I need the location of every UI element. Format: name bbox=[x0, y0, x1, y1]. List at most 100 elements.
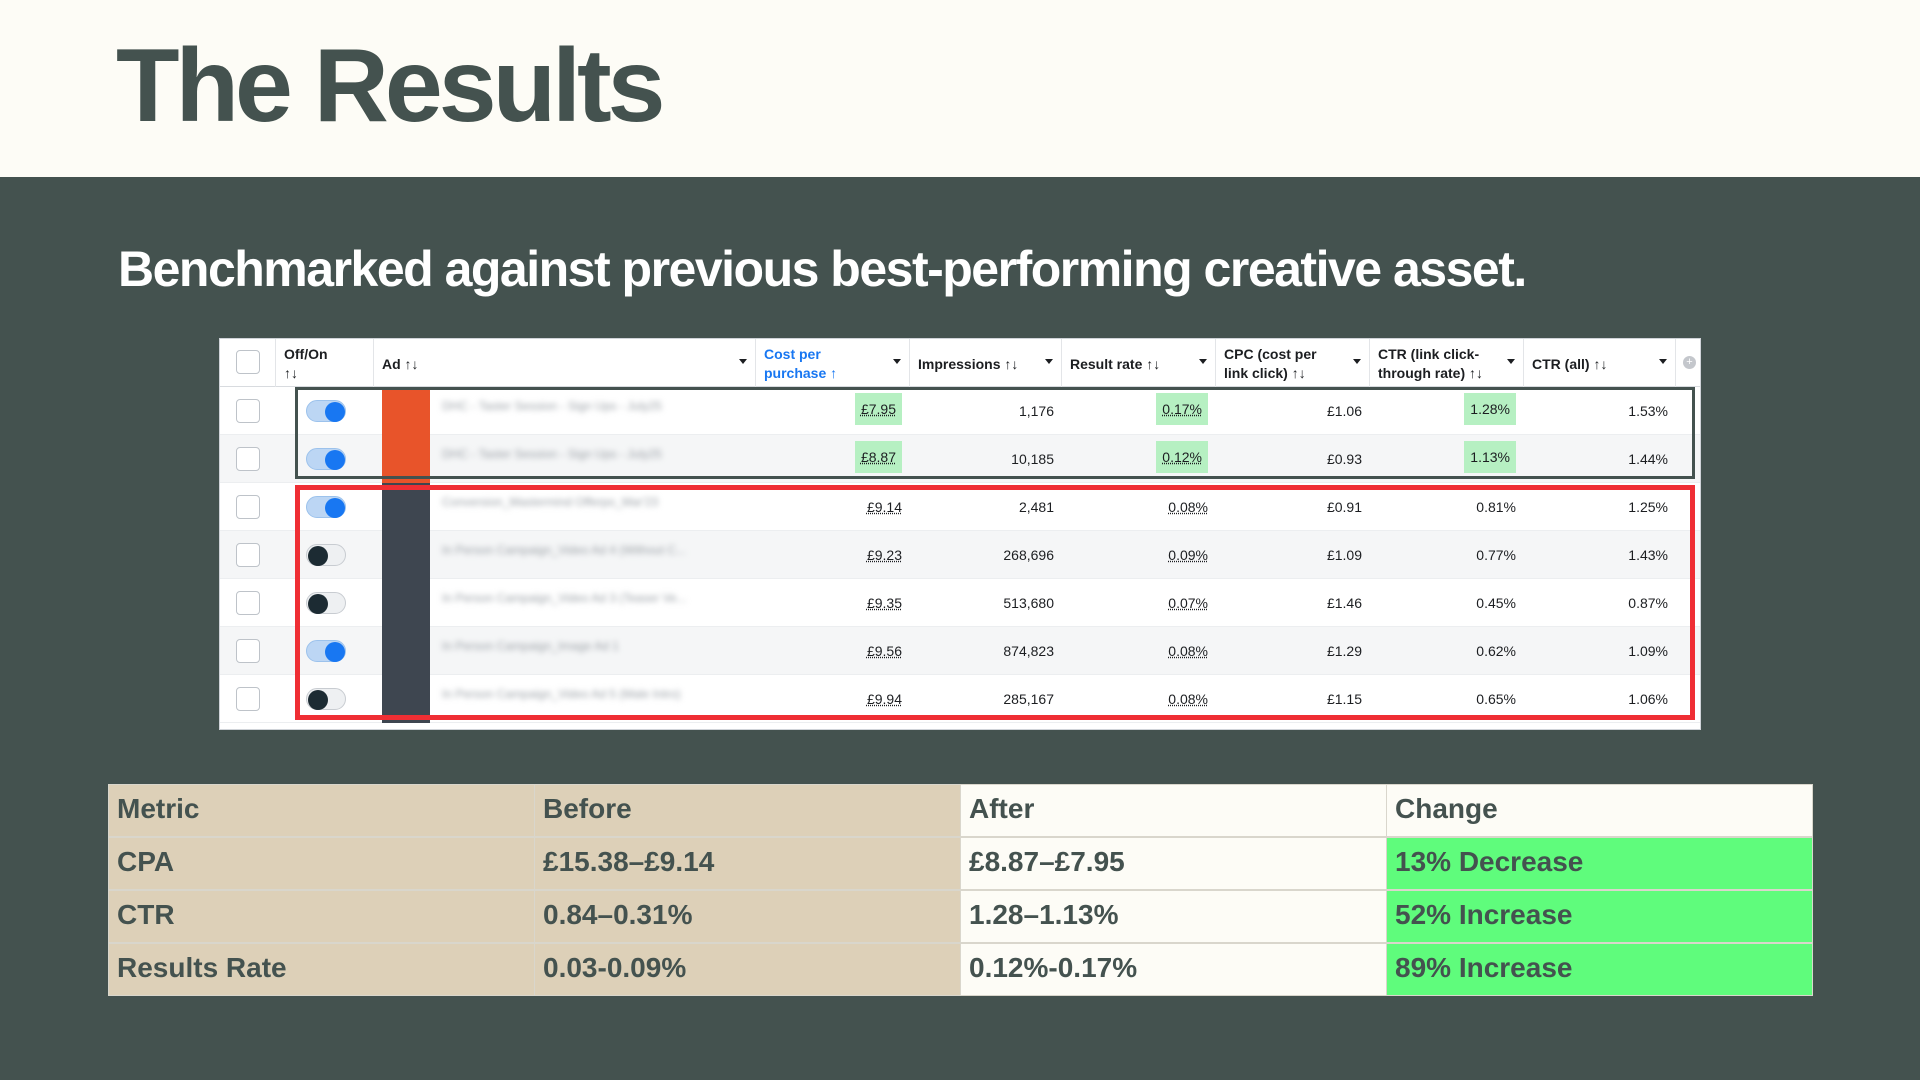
ad-name[interactable]: Conversion_Mastermind Offerpo_Mar'23 bbox=[442, 495, 659, 509]
caret-down-icon[interactable] bbox=[893, 359, 901, 364]
ad-thumbnail[interactable] bbox=[382, 531, 430, 579]
toggle-knob bbox=[325, 642, 345, 662]
ad-thumbnail[interactable] bbox=[382, 579, 430, 627]
cell-cpc: £1.46 bbox=[1326, 595, 1362, 611]
cell-cost-per-purchase[interactable]: £8.87 bbox=[854, 441, 902, 473]
header-off-on-line1: Off/On bbox=[284, 346, 328, 362]
header-impressions[interactable]: Impressions ↑↓ bbox=[910, 339, 1062, 387]
header-ad[interactable]: Ad ↑↓ bbox=[374, 339, 756, 387]
page-title: The Results bbox=[116, 28, 665, 144]
header-ctr-all[interactable]: CTR (all) ↑↓ bbox=[1524, 339, 1676, 387]
ad-row[interactable]: DHC - Taster Session - Sign Ups - July25… bbox=[220, 387, 1700, 435]
ad-name[interactable]: In Person Campaign_Video Ad 5 (Male Intr… bbox=[442, 687, 681, 701]
ad-name[interactable]: DHC - Taster Session - Sign Ups - July25 bbox=[442, 447, 662, 461]
caret-down-icon[interactable] bbox=[1659, 359, 1667, 364]
summary-row-cpa: CPA £15.38–£9.14 £8.87–£7.95 13% Decreas… bbox=[108, 837, 1813, 890]
caret-down-icon[interactable] bbox=[739, 359, 747, 364]
caret-down-icon[interactable] bbox=[1353, 359, 1361, 364]
row-checkbox[interactable] bbox=[236, 495, 260, 519]
ad-name[interactable]: In Person Campaign_Image Ad 1 bbox=[442, 639, 619, 653]
header-ctr-link[interactable]: CTR (link click- through rate) ↑↓ bbox=[1370, 339, 1524, 387]
ad-thumbnail[interactable] bbox=[382, 483, 430, 531]
ad-thumbnail[interactable] bbox=[382, 387, 430, 435]
row-checkbox[interactable] bbox=[236, 399, 260, 423]
row-checkbox[interactable] bbox=[236, 543, 260, 567]
ad-toggle[interactable] bbox=[306, 400, 346, 422]
cell-cost-per-purchase[interactable]: £9.14 bbox=[866, 499, 902, 515]
header-cost-per-purchase[interactable]: Cost per purchase ↑ bbox=[756, 339, 910, 387]
cell-impressions: 2,481 bbox=[1018, 499, 1054, 515]
cell-cpc: £0.91 bbox=[1326, 499, 1362, 515]
cell-cost-per-purchase[interactable]: £9.56 bbox=[866, 643, 902, 659]
ad-row[interactable]: In Person Campaign_Image Ad 1 £9.56 874,82… bbox=[220, 627, 1700, 675]
cell-result-rate[interactable]: 0.09% bbox=[1168, 547, 1208, 563]
cell-ctr-all: 1.09% bbox=[1628, 643, 1668, 659]
summary-cell-after: 0.12%-0.17% bbox=[960, 943, 1387, 996]
previous-ads-outline bbox=[295, 485, 1695, 720]
row-checkbox[interactable] bbox=[236, 687, 260, 711]
header-cpc-line2: link click) ↑↓ bbox=[1224, 365, 1306, 381]
add-column-icon[interactable]: + bbox=[1683, 356, 1696, 369]
ad-name[interactable]: In Person Campaign_Video Ad 4 (Without C… bbox=[442, 543, 686, 557]
ad-toggle[interactable] bbox=[306, 640, 346, 662]
cell-cpc: £1.09 bbox=[1326, 547, 1362, 563]
cell-ctr-link: 1.13% bbox=[1464, 441, 1516, 473]
ad-toggle[interactable] bbox=[306, 448, 346, 470]
header-ctr-all-label: CTR (all) ↑↓ bbox=[1532, 356, 1608, 372]
ad-name[interactable]: In Person Campaign_Video Ad 3 (Teaser Ve… bbox=[442, 591, 687, 605]
summary-cell-metric: CTR bbox=[108, 890, 535, 943]
cell-cost-per-purchase[interactable]: £9.35 bbox=[866, 595, 902, 611]
header-cpp-line1: Cost per bbox=[764, 346, 821, 362]
best-performers-outline bbox=[295, 387, 1695, 479]
ad-toggle[interactable] bbox=[306, 592, 346, 614]
row-checkbox[interactable] bbox=[236, 447, 260, 471]
cell-result-rate[interactable]: 0.17% bbox=[1156, 393, 1208, 425]
cell-result-rate[interactable]: 0.08% bbox=[1168, 643, 1208, 659]
cell-result-rate[interactable]: 0.12% bbox=[1156, 441, 1208, 473]
header-off-on[interactable]: Off/On ↑↓ bbox=[276, 339, 374, 387]
ad-row[interactable]: In Person Campaign_Video Ad 5 (Male Intr… bbox=[220, 675, 1700, 723]
cell-ctr-all: 0.87% bbox=[1628, 595, 1668, 611]
summary-cell-after: £8.87–£7.95 bbox=[960, 837, 1387, 890]
caret-down-icon[interactable] bbox=[1199, 359, 1207, 364]
header-cpp-line2: purchase ↑ bbox=[764, 365, 838, 381]
ad-thumbnail[interactable] bbox=[382, 435, 430, 483]
cell-cost-per-purchase[interactable]: £9.94 bbox=[866, 691, 902, 707]
row-checkbox[interactable] bbox=[236, 591, 260, 615]
header-result-rate-label: Result rate ↑↓ bbox=[1070, 356, 1161, 372]
cell-result-rate[interactable]: 0.07% bbox=[1168, 595, 1208, 611]
cell-impressions: 1,176 bbox=[1018, 403, 1054, 419]
ad-row[interactable]: Conversion_Mastermind Offerpo_Mar'23 £9.1… bbox=[220, 483, 1700, 531]
cell-impressions: 513,680 bbox=[1003, 595, 1054, 611]
cell-ctr-all: 1.43% bbox=[1628, 547, 1668, 563]
toggle-knob bbox=[325, 498, 345, 518]
ad-name[interactable]: DHC - Taster Session - Sign Ups - July25 bbox=[442, 399, 662, 413]
toggle-knob bbox=[308, 594, 328, 614]
cell-cost-per-purchase[interactable]: £7.95 bbox=[854, 393, 902, 425]
cell-cpc: £1.15 bbox=[1326, 691, 1362, 707]
ad-toggle[interactable] bbox=[306, 544, 346, 566]
summary-table: Metric Before After Change CPA £15.38–£9… bbox=[108, 784, 1813, 996]
summary-header-metric: Metric bbox=[108, 784, 535, 837]
cell-ctr-all: 1.53% bbox=[1628, 403, 1668, 419]
ad-toggle[interactable] bbox=[306, 688, 346, 710]
header-result-rate[interactable]: Result rate ↑↓ bbox=[1062, 339, 1216, 387]
header-cpc[interactable]: CPC (cost per link click) ↑↓ bbox=[1216, 339, 1370, 387]
ad-thumbnail[interactable] bbox=[382, 627, 430, 675]
cell-result-rate[interactable]: 0.08% bbox=[1168, 691, 1208, 707]
caret-down-icon[interactable] bbox=[1507, 359, 1515, 364]
ad-row[interactable]: In Person Campaign_Video Ad 3 (Teaser Ve… bbox=[220, 579, 1700, 627]
ad-toggle[interactable] bbox=[306, 496, 346, 518]
cell-cost-per-purchase[interactable]: £9.23 bbox=[866, 547, 902, 563]
summary-header-row: Metric Before After Change bbox=[108, 784, 1813, 837]
ad-row[interactable]: DHC - Taster Session - Sign Ups - July25… bbox=[220, 435, 1700, 483]
header-ad-label: Ad ↑↓ bbox=[382, 356, 419, 372]
cell-impressions: 268,696 bbox=[1003, 547, 1054, 563]
ad-row[interactable]: In Person Campaign_Video Ad 4 (Without C… bbox=[220, 531, 1700, 579]
summary-cell-before: £15.38–£9.14 bbox=[534, 837, 961, 890]
caret-down-icon[interactable] bbox=[1045, 359, 1053, 364]
row-checkbox[interactable] bbox=[236, 639, 260, 663]
cell-result-rate[interactable]: 0.08% bbox=[1168, 499, 1208, 515]
cell-ctr-link: 1.28% bbox=[1464, 393, 1516, 425]
select-all-checkbox[interactable] bbox=[236, 350, 260, 374]
